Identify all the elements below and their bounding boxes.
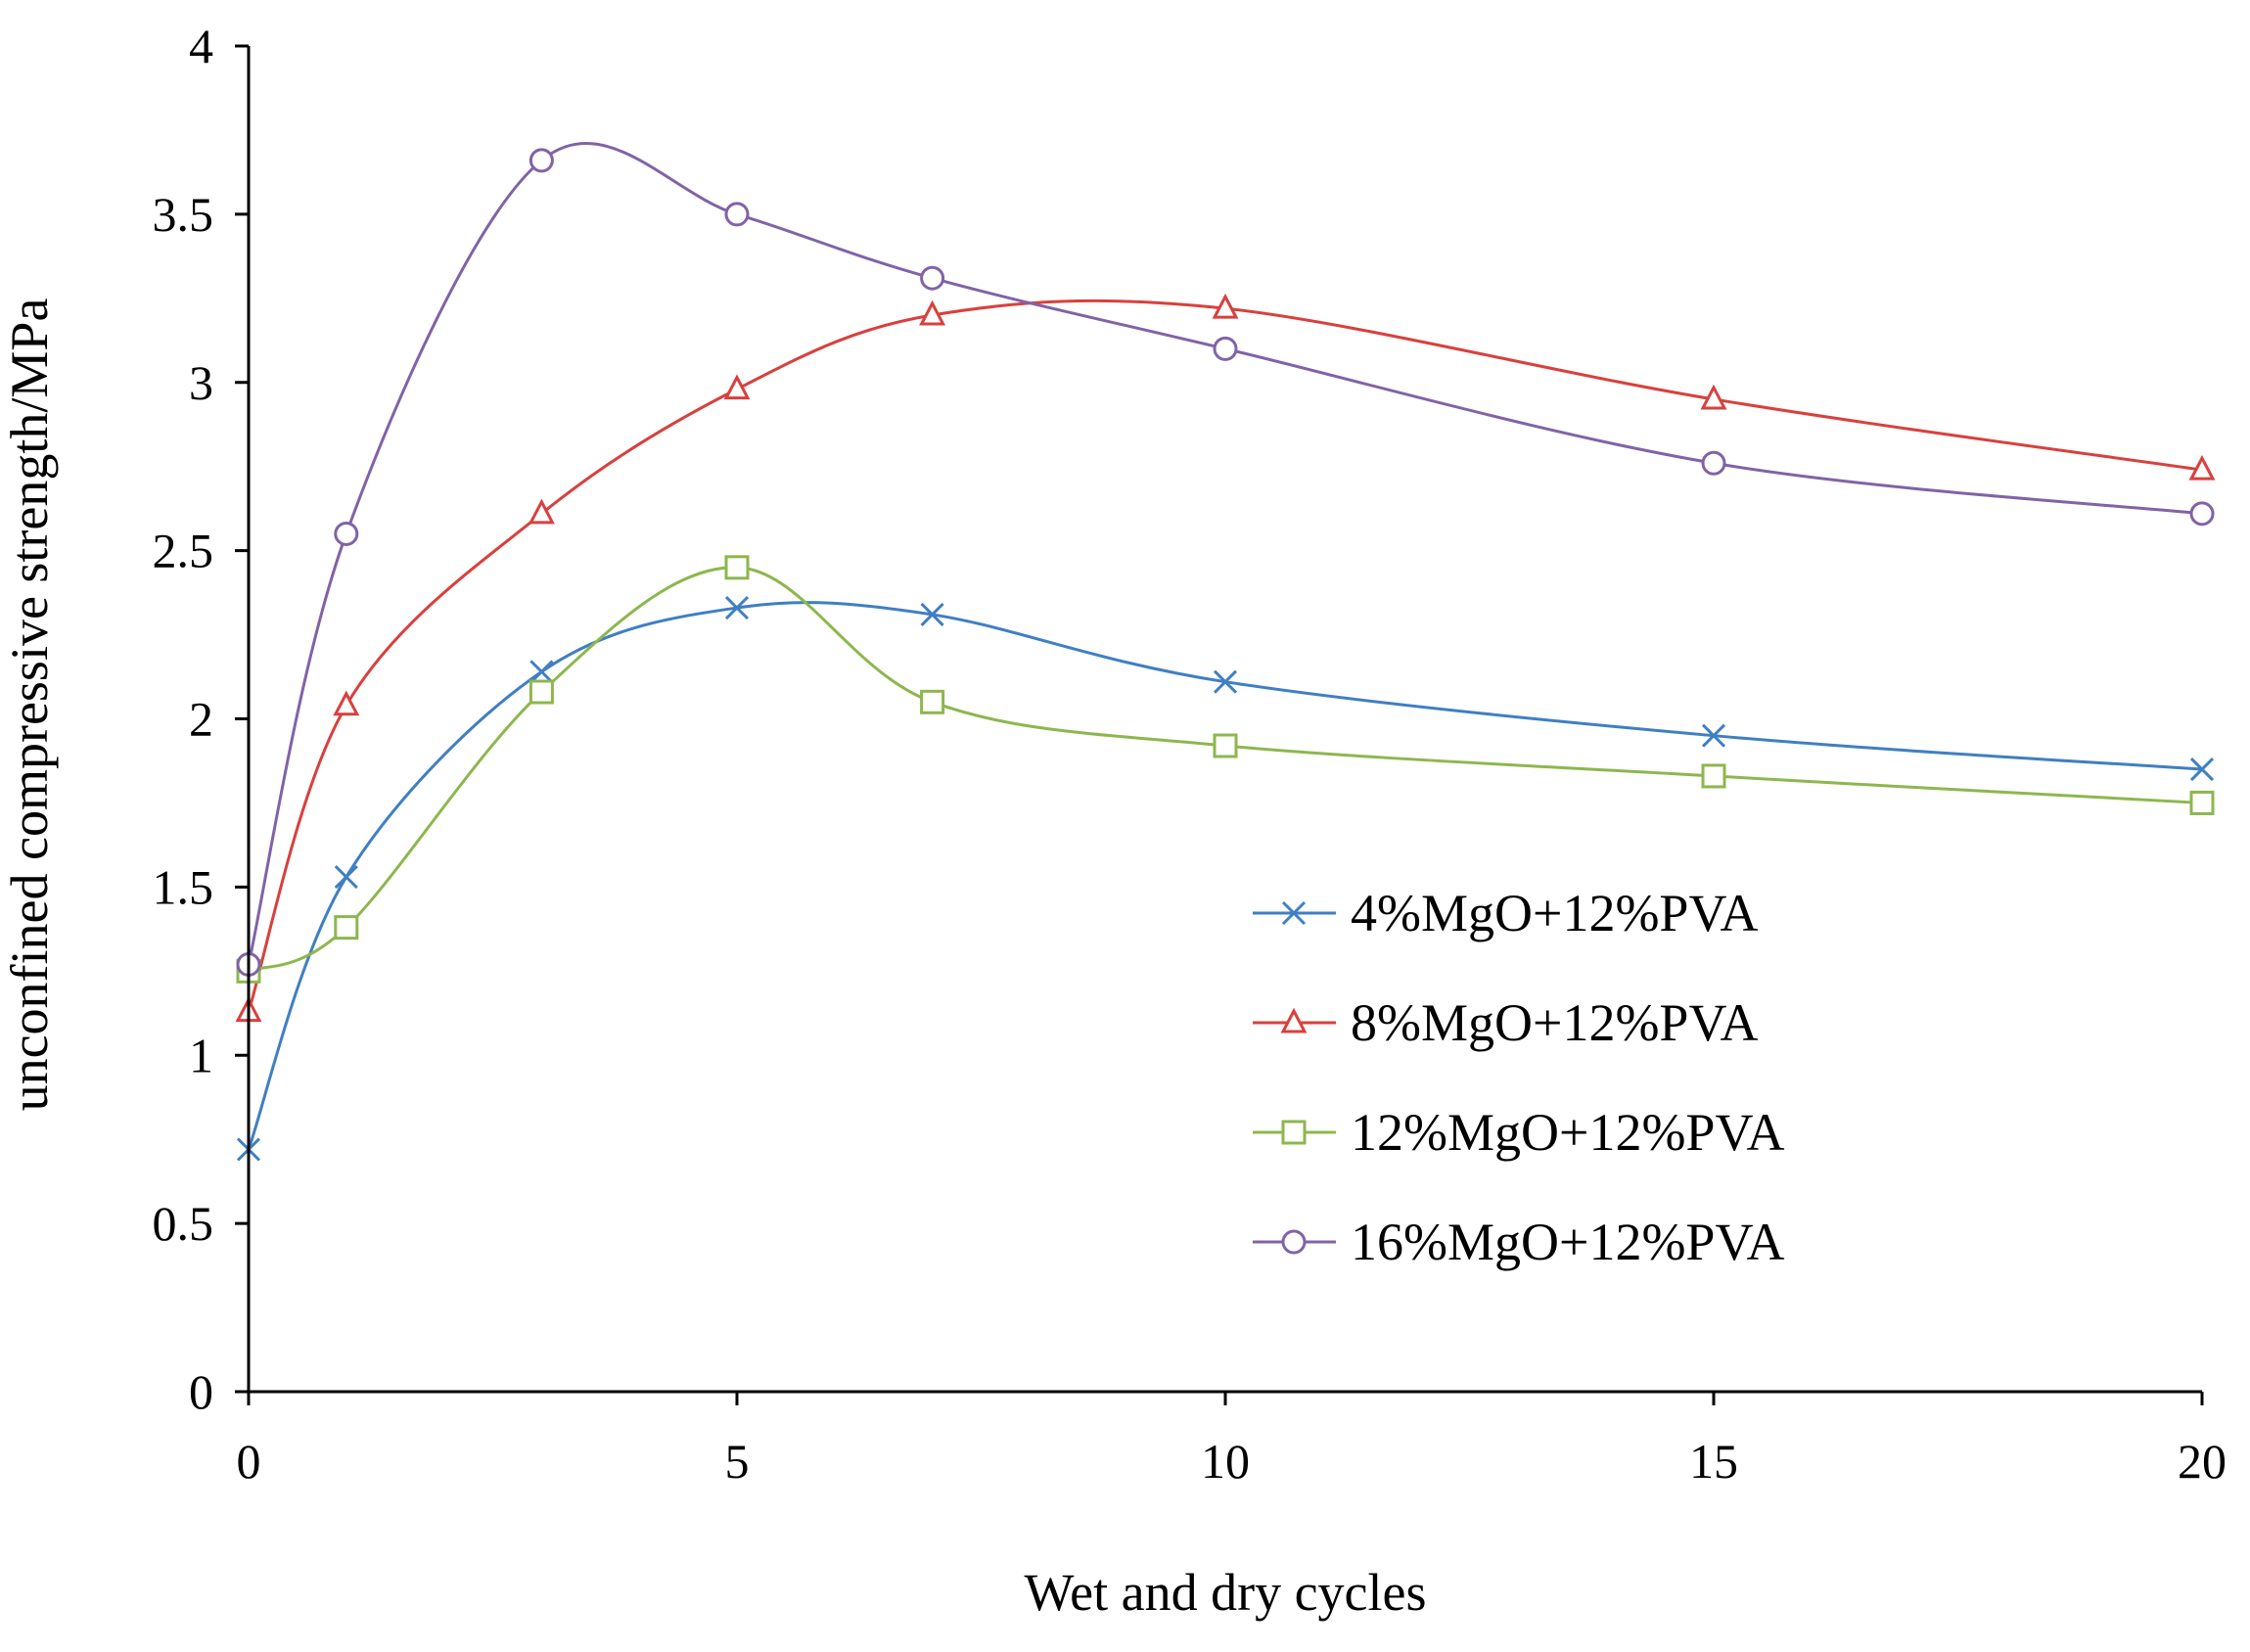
data-point xyxy=(1701,450,1726,476)
data-point xyxy=(1213,336,1238,361)
data-point xyxy=(2189,790,2215,815)
data-point xyxy=(724,555,750,580)
legend-marker xyxy=(1281,900,1307,926)
data-point xyxy=(920,602,944,626)
data-point-stroke-b xyxy=(920,602,944,626)
legend-item: 16%MgO+12%PVA xyxy=(1253,1213,1785,1271)
legend-label: 8%MgO+12%PVA xyxy=(1351,993,1759,1052)
y-tick-label: 1 xyxy=(189,1028,213,1082)
y-tick-label: 0 xyxy=(189,1364,213,1419)
data-point xyxy=(724,202,750,227)
data-point xyxy=(920,689,945,714)
series-layer xyxy=(235,142,2216,1162)
x-tick-label: 10 xyxy=(1201,1434,1250,1489)
y-tick-label: 4 xyxy=(189,19,213,73)
data-point xyxy=(1701,723,1726,748)
x-axis-title: Wet and dry cycles xyxy=(1025,1563,1427,1622)
legend-label: 16%MgO+12%PVA xyxy=(1351,1213,1785,1271)
legend-item: 4%MgO+12%PVA xyxy=(1253,884,1759,942)
series-4 xyxy=(236,142,2215,977)
data-point xyxy=(919,299,946,326)
data-point xyxy=(724,596,750,620)
legend-marker xyxy=(1281,1120,1307,1145)
x-tick-label: 20 xyxy=(2178,1434,2227,1489)
data-point xyxy=(1700,384,1727,410)
data-point xyxy=(1701,763,1726,789)
data-point-stroke-b xyxy=(1701,723,1726,748)
series-1 xyxy=(236,596,2215,1162)
data-point-stroke-b xyxy=(334,865,358,890)
legend-marker xyxy=(1280,1007,1308,1033)
x-tick-label: 0 xyxy=(237,1434,261,1489)
axes-layer: 0 0.5 1 1.5 2 2.5 3 3.5 4 0 5 10 15 20 xyxy=(153,19,2227,1489)
y-tick-label: 0.5 xyxy=(153,1196,214,1251)
data-point xyxy=(334,865,358,890)
data-point xyxy=(528,148,554,173)
data-point xyxy=(1213,733,1238,758)
legend-marker xyxy=(1281,1229,1307,1255)
x-tick-label: 5 xyxy=(725,1434,750,1489)
data-point-stroke-b xyxy=(529,660,554,684)
data-point xyxy=(528,679,554,705)
data-point xyxy=(723,374,751,400)
legend-label: 4%MgO+12%PVA xyxy=(1351,884,1759,942)
series-line xyxy=(247,298,2203,1013)
series-line xyxy=(247,142,2203,965)
data-point xyxy=(2189,757,2215,782)
data-point xyxy=(2188,454,2216,481)
data-point xyxy=(2189,501,2215,527)
legend: 4%MgO+12%PVA 8%MgO+12%PVA 12%MgO+12%PVA 16%… xyxy=(1253,884,1785,1271)
y-axis-title: unconfined compressive strength/MPa xyxy=(0,298,59,1112)
series-3 xyxy=(236,555,2215,984)
y-tick-label: 3.5 xyxy=(153,187,214,242)
legend-item: 8%MgO+12%PVA xyxy=(1253,993,1759,1052)
data-point-stroke-b xyxy=(724,596,750,620)
y-tick-label: 2 xyxy=(189,692,213,747)
data-point xyxy=(1212,293,1239,319)
series-2 xyxy=(235,293,2216,1023)
y-tick-label: 3 xyxy=(189,355,213,410)
data-point xyxy=(333,690,360,716)
data-point xyxy=(920,265,945,291)
legend-item: 12%MgO+12%PVA xyxy=(1253,1103,1785,1162)
data-point xyxy=(528,498,555,525)
x-tick-label: 15 xyxy=(1689,1434,1738,1489)
data-point-stroke-b xyxy=(2189,757,2215,782)
data-point xyxy=(529,660,554,684)
legend-label: 12%MgO+12%PVA xyxy=(1351,1103,1785,1162)
data-point-stroke-b xyxy=(1213,669,1238,694)
data-point xyxy=(1213,669,1238,694)
y-tick-label: 2.5 xyxy=(153,524,214,578)
data-point xyxy=(334,521,359,546)
legend-marker-stroke-b xyxy=(1281,900,1307,926)
y-tick-label: 1.5 xyxy=(153,859,214,914)
data-point xyxy=(334,915,359,941)
series-line xyxy=(248,566,2203,973)
